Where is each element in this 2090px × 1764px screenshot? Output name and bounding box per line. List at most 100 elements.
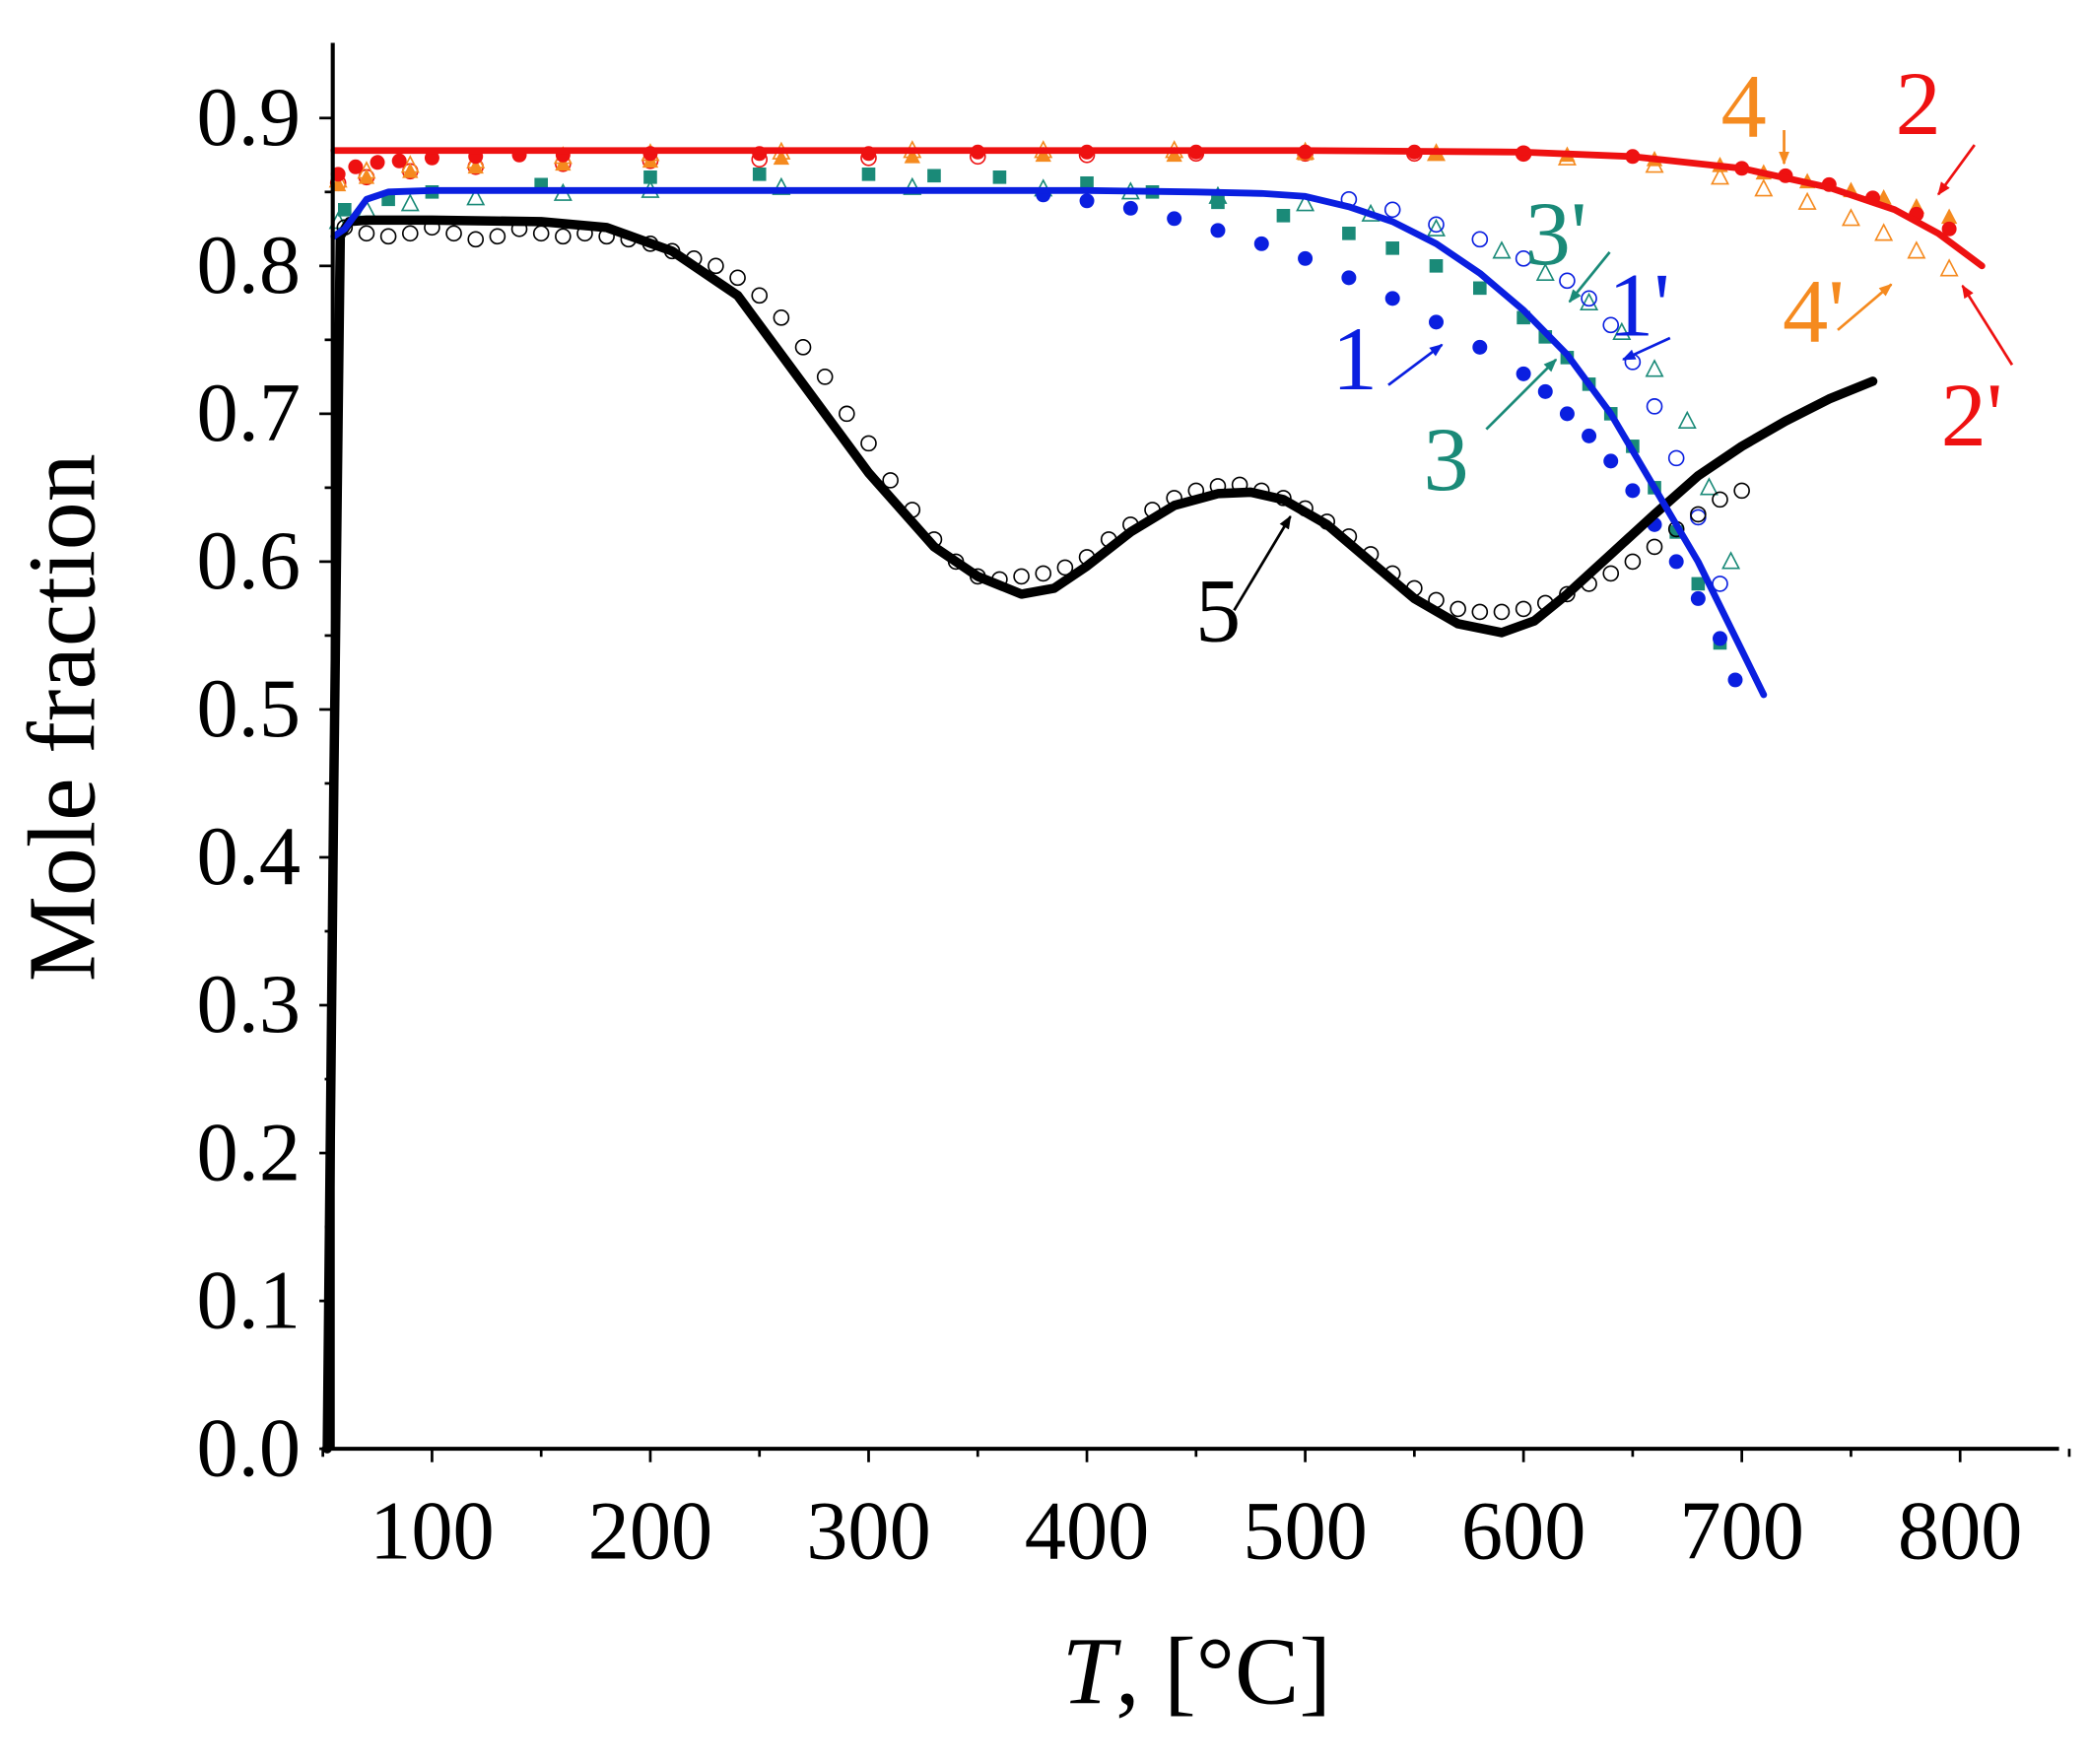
data-point [1167,211,1182,227]
data-point [1210,223,1226,238]
data-point [424,150,439,166]
annotation-ann-1: 1 [1332,309,1444,410]
data-point [370,155,385,170]
data-point [1582,428,1597,443]
y-axis-title: Mole fraction [9,453,115,982]
data-point [1471,603,1489,621]
data-point [379,228,397,245]
data-point [1298,250,1314,266]
y-tick-label: 0.6 [197,515,301,607]
data-point [1602,565,1620,582]
annotation-ann-2p: 2' [1941,284,2014,466]
data-point [773,149,790,166]
data-point [1559,406,1575,422]
data-point [1426,218,1447,237]
data-point [1625,483,1641,499]
data-point [402,162,419,178]
data-point [445,225,462,242]
annotation-arrow [1387,343,1444,386]
data-point [532,225,550,242]
annotation-arrow [1837,283,1893,331]
data-point [1013,568,1030,585]
annotation-ann-4: 4 [1721,57,1789,166]
series-s3-markers [338,167,1727,650]
data-point [1535,262,1555,281]
annotation-ann-3: 3 [1423,358,1558,510]
data-point [1727,672,1743,688]
data-point [861,167,876,181]
data-point [1612,321,1632,340]
data-point [348,159,364,174]
annotation-label: 5 [1195,562,1241,662]
data-point [1941,221,1957,237]
data-point [1472,339,1488,355]
x-axis-title: T, [°C] [1062,1619,1331,1726]
y-tick-label: 0.8 [197,220,301,311]
series-line-2 [330,147,1986,270]
data-point [816,369,834,385]
x-tick-label: 300 [806,1486,931,1578]
data-point [903,176,922,195]
annotation-arrow [1961,284,2014,366]
data-point [1712,491,1728,509]
data-point [1122,200,1138,216]
data-point [1515,250,1532,267]
data-point [1667,449,1685,467]
annotation-ann-3p: 3' [1525,184,1611,304]
annotation-label: 4 [1721,57,1767,158]
data-point [1296,193,1315,212]
annotation-ann-1p: 1' [1608,255,1671,362]
data-point [1603,453,1619,469]
data-point [1079,193,1095,209]
data-point [751,287,769,305]
data-point [1754,178,1774,197]
x-tick-label: 800 [1898,1486,2023,1578]
data-point [1450,600,1466,618]
data-point [1473,281,1487,296]
data-point [773,309,790,326]
x-axis-title-unit: , [°C] [1115,1619,1331,1726]
data-point [1056,559,1074,577]
data-point [401,225,419,242]
data-point [1559,272,1576,290]
data-point [1580,292,1599,310]
annotation-arrow [1485,358,1558,431]
data-point [1035,565,1052,582]
data-point [1342,227,1356,240]
data-point [1797,191,1817,210]
data-point [1733,482,1750,500]
data-point [1646,398,1663,415]
data-point [1166,146,1182,163]
data-point [1516,366,1531,381]
data-point [1429,314,1444,330]
x-tick-label: 500 [1243,1486,1368,1578]
data-point [1668,554,1684,570]
data-point [1253,236,1269,251]
series-s1-markers [1036,187,1743,688]
data-point [358,225,375,242]
series-s5-line [322,215,1878,1454]
data-point [1690,506,1707,523]
y-tick-label: 0.3 [197,959,301,1051]
data-point [839,405,855,423]
y-tick-label: 0.4 [197,811,301,903]
annotation-arrow [1936,144,1976,196]
data-point [1471,231,1489,248]
data-point [1691,577,1706,591]
annotation-arrow [1568,251,1611,304]
data-point [391,153,407,169]
y-tick-label: 0.2 [197,1107,301,1198]
data-point [643,170,657,184]
x-tick-label: 100 [370,1486,495,1578]
annotation-ann-2: 2 [1896,54,1976,196]
y-tick-label: 0.7 [197,368,301,459]
data-point [1874,223,1894,241]
data-point [992,170,1007,184]
data-point [1939,258,1959,277]
y-tick-label: 0.1 [197,1255,301,1346]
data-point [467,231,485,248]
data-point [1602,316,1620,334]
data-point [555,228,572,245]
y-tick-label: 0.0 [197,1402,301,1494]
